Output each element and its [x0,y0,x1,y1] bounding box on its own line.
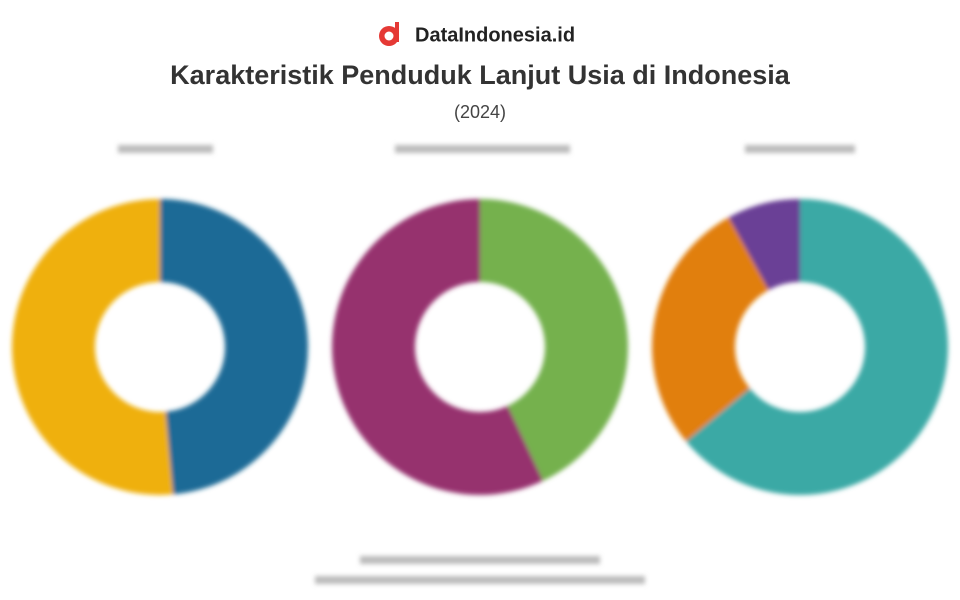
donut-slice [652,217,769,442]
donuts [12,199,949,496]
brand: DataIndonesia.id [415,24,575,46]
title: Karakteristik Penduduk Lanjut Usia di In… [170,60,791,90]
donut-slice [728,199,800,291]
blurred-text [118,145,855,584]
donut-slice [480,199,628,481]
donut-slice [685,199,949,496]
donut-slice [331,199,544,495]
donut-slice [12,199,174,495]
donut-slice [160,199,309,495]
subtitle: (2024) [454,102,506,122]
logo [379,22,399,46]
